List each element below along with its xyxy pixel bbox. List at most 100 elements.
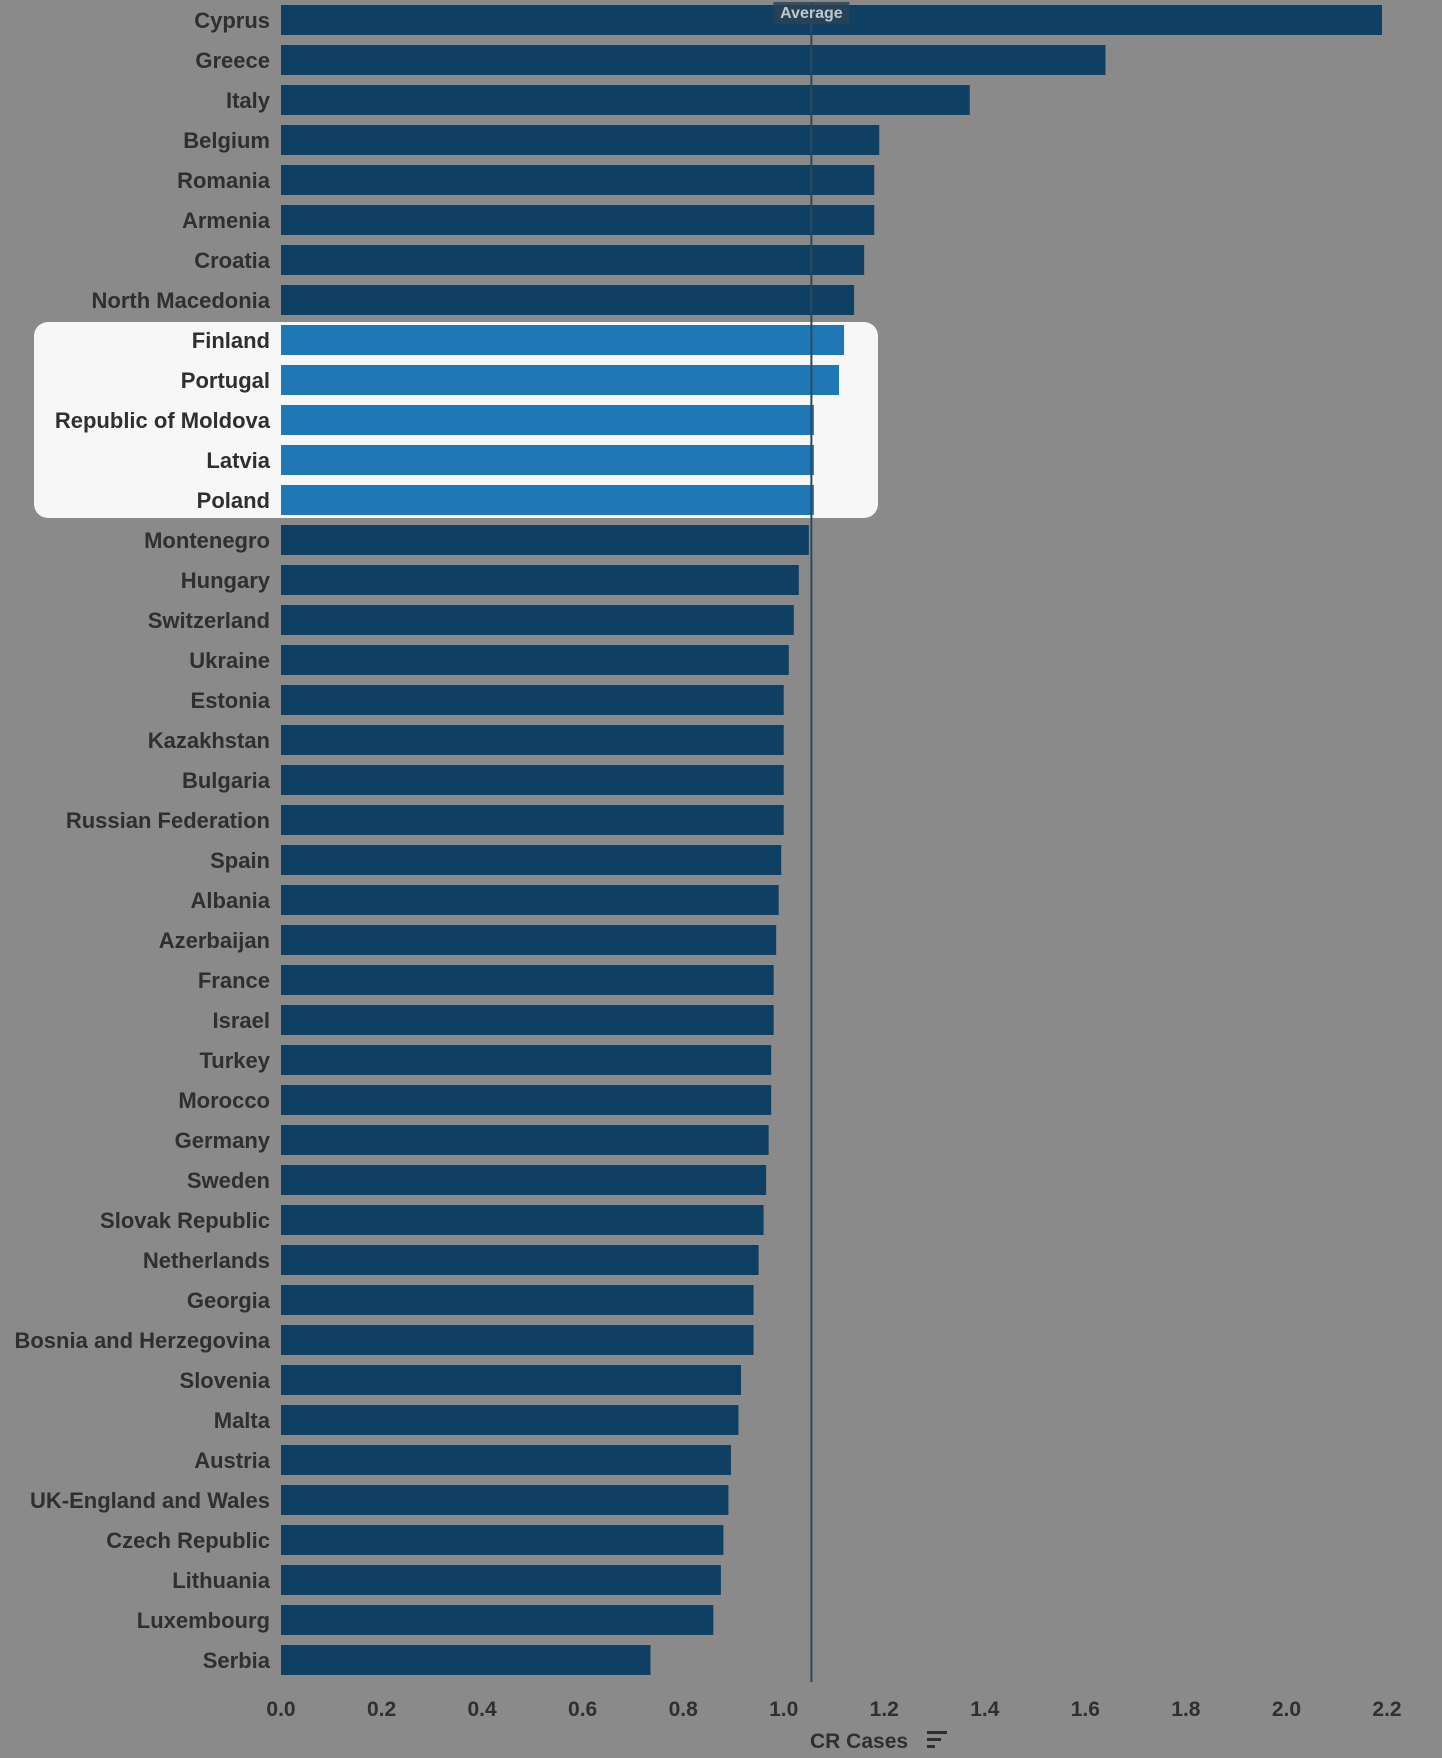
category-label: Azerbaijan [159,928,270,953]
category-label: Netherlands [143,1248,270,1273]
x-tick-label: 0.4 [467,1698,497,1721]
sort-descending-icon[interactable] [927,1731,947,1748]
category-label: North Macedonia [92,288,271,313]
category-label: Hungary [181,568,271,593]
category-label: Armenia [182,208,271,233]
category-label: Slovenia [180,1368,271,1393]
category-label: Serbia [203,1648,271,1673]
category-label: Czech Republic [106,1528,270,1553]
category-label: Luxembourg [137,1608,270,1633]
bar-switzerland[interactable] [281,605,794,635]
bar-bosnia-and-herzegovina[interactable] [281,1325,754,1355]
bar-poland[interactable] [281,485,814,515]
category-label: Cyprus [194,8,270,33]
bar-hungary[interactable] [281,565,799,595]
average-label-bg [773,2,850,24]
category-label: France [198,968,270,993]
category-label: Italy [226,88,271,113]
category-label: Sweden [187,1168,270,1193]
category-label: Malta [214,1408,271,1433]
bar-netherlands[interactable] [281,1245,759,1275]
x-tick-label: 1.8 [1171,1698,1201,1721]
x-tick-label: 0.6 [568,1698,597,1721]
category-label: Portugal [181,368,270,393]
bar-estonia[interactable] [281,685,784,715]
bar-france[interactable] [281,965,774,995]
x-tick-label: 1.0 [769,1698,798,1721]
bar-germany[interactable] [281,1125,769,1155]
average-label: Average [780,5,843,22]
category-label: Russian Federation [66,808,270,833]
x-axis-title: CR Cases [810,1730,908,1753]
category-label: Lithuania [172,1568,271,1593]
bar-russian-federation[interactable] [281,805,784,835]
category-label: Croatia [194,248,271,273]
bar-kazakhstan[interactable] [281,725,784,755]
bar-lithuania[interactable] [281,1565,721,1595]
bar-italy[interactable] [281,85,970,115]
category-label: Georgia [187,1288,271,1313]
x-tick-label: 2.2 [1372,1698,1401,1721]
category-label: Estonia [191,688,271,713]
bar-croatia[interactable] [281,245,865,275]
category-label: Germany [175,1128,271,1153]
category-label: Montenegro [144,528,270,553]
bar-armenia[interactable] [281,205,875,235]
bar-azerbaijan[interactable] [281,925,777,955]
category-label: Austria [194,1448,271,1473]
bar-malta[interactable] [281,1405,739,1435]
category-label: Kazakhstan [148,728,270,753]
category-label: Greece [195,48,270,73]
category-label: Latvia [206,448,270,473]
category-label: Bosnia and Herzegovina [14,1328,270,1353]
bar-israel[interactable] [281,1005,774,1035]
bar-slovak-republic[interactable] [281,1205,764,1235]
bar-republic-of-moldova[interactable] [281,405,814,435]
bar-serbia[interactable] [281,1645,651,1675]
bar-albania[interactable] [281,885,779,915]
bar-latvia[interactable] [281,445,814,475]
x-tick-label: 1.4 [970,1698,1000,1721]
bar-bulgaria[interactable] [281,765,784,795]
bar-austria[interactable] [281,1445,731,1475]
category-label: Belgium [183,128,270,153]
bar-montenegro[interactable] [281,525,809,555]
bar-portugal[interactable] [281,365,840,395]
bar-belgium[interactable] [281,125,880,155]
category-label: Israel [213,1008,271,1033]
category-label: Bulgaria [182,768,271,793]
bar-finland[interactable] [281,325,845,355]
bar-czech-republic[interactable] [281,1525,724,1555]
category-label: Albania [191,888,271,913]
bar-ukraine[interactable] [281,645,789,675]
category-label: Morocco [178,1088,270,1113]
bar-slovenia[interactable] [281,1365,741,1395]
category-label: Poland [197,488,270,513]
category-label: Romania [177,168,271,193]
category-label: Turkey [199,1048,270,1073]
category-label: Slovak Republic [100,1208,270,1233]
x-tick-label: 0.8 [669,1698,699,1721]
x-tick-label: 2.0 [1272,1698,1301,1721]
category-label: UK-England and Wales [30,1488,270,1513]
bar-spain[interactable] [281,845,782,875]
x-tick-label: 0.2 [367,1698,396,1721]
bar-luxembourg[interactable] [281,1605,714,1635]
bar-north-macedonia[interactable] [281,285,855,315]
bar-sweden[interactable] [281,1165,767,1195]
category-label: Republic of Moldova [55,408,271,433]
bar-romania[interactable] [281,165,875,195]
bar-morocco[interactable] [281,1085,772,1115]
category-label: Switzerland [148,608,270,633]
x-tick-label: 1.6 [1071,1698,1100,1721]
x-tick-label: 0.0 [266,1698,295,1721]
bar-turkey[interactable] [281,1045,772,1075]
bar-georgia[interactable] [281,1285,754,1315]
bar-uk-england-and-wales[interactable] [281,1485,729,1515]
bar-greece[interactable] [281,45,1106,75]
x-tick-label: 1.2 [870,1698,899,1721]
category-label: Finland [192,328,270,353]
category-label: Spain [210,848,270,873]
category-label: Ukraine [189,648,270,673]
